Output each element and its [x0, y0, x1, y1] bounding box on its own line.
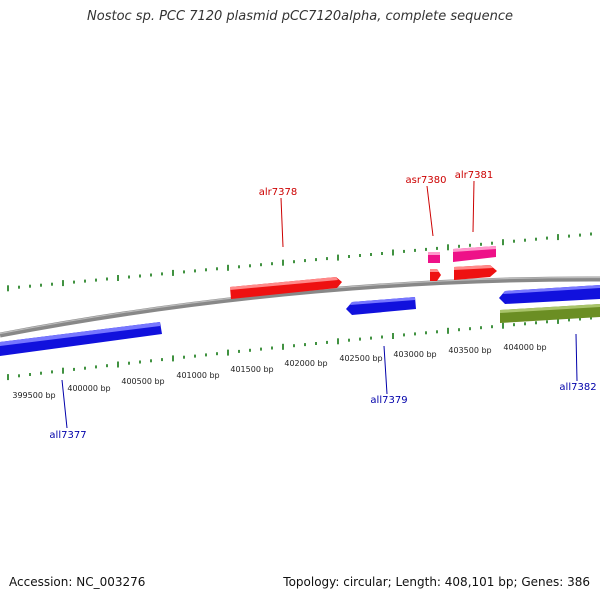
leader-asr7380	[426, 185, 434, 237]
gene-label-all7377: all7377	[49, 430, 86, 441]
leader-all7382	[575, 333, 578, 382]
ruler-label: 401000 bp	[176, 371, 219, 380]
gene-alr7381-upper[interactable]	[453, 246, 496, 262]
ruler-ticks-bottom	[7, 316, 592, 381]
gene-label-alr7381: alr7381	[455, 170, 493, 181]
ruler-label: 402500 bp	[339, 354, 382, 363]
leader-all7377	[61, 379, 68, 429]
gene-asr7380-lower[interactable]	[430, 269, 441, 281]
gene-alr7378[interactable]	[230, 277, 342, 299]
gene-label-alr7378: alr7378	[259, 187, 297, 198]
gene-all7379[interactable]	[346, 297, 416, 315]
ruler-label: 400500 bp	[121, 377, 164, 386]
gene-olive-feature[interactable]	[500, 304, 600, 323]
ruler-label: 404000 bp	[503, 343, 546, 352]
gene-label-asr7380: asr7380	[406, 175, 447, 186]
leader-alr7378	[280, 197, 284, 248]
ruler-label: 403500 bp	[448, 346, 491, 355]
ruler-label: 401500 bp	[230, 365, 273, 374]
ruler-label: 402000 bp	[284, 359, 327, 368]
gene-all7382[interactable]	[499, 285, 600, 304]
sequence-backbone	[0, 276, 600, 338]
ruler-label: 400000 bp	[67, 384, 110, 393]
leader-all7379	[383, 345, 388, 395]
gene-label-all7379: all7379	[370, 395, 407, 406]
gene-label-all7382: all7382	[559, 382, 596, 393]
leader-alr7381	[472, 180, 475, 233]
gene-all7377[interactable]	[0, 322, 162, 356]
map-title: Nostoc sp. PCC 7120 plasmid pCC7120alpha…	[87, 9, 513, 24]
ruler-ticks-top	[7, 232, 592, 292]
gene-asr7380-upper[interactable]	[428, 252, 440, 263]
accession-text: Accession: NC_003276	[9, 575, 146, 589]
ruler-label: 403000 bp	[393, 350, 436, 359]
ruler-label: 399500 bp	[12, 391, 55, 400]
topology-summary: Topology: circular; Length: 408,101 bp; …	[283, 575, 590, 589]
gene-alr7381-lower[interactable]	[454, 265, 497, 280]
